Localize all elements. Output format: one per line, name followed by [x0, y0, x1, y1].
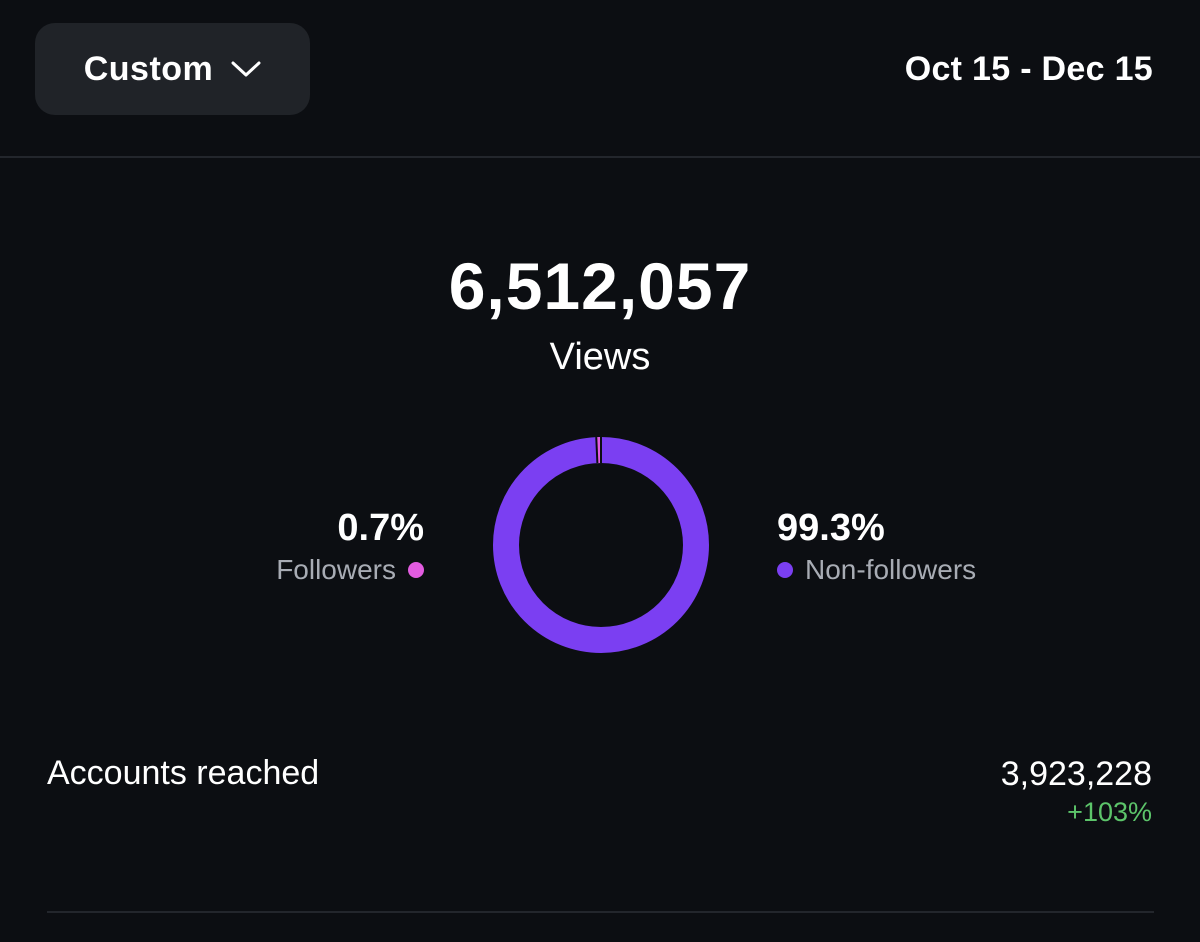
- accounts-reached-value: 3,923,228: [1000, 755, 1152, 793]
- chevron-down-icon: [231, 60, 261, 78]
- segment-separator: [595, 437, 599, 464]
- total-views-value: 6,512,057: [448, 249, 752, 323]
- followers-percent: 0.7%: [337, 507, 424, 549]
- followers-segment-legend: 0.7% Followers: [276, 506, 424, 590]
- range-selector-button[interactable]: Custom: [35, 23, 310, 115]
- range-selector-label: Custom: [83, 49, 214, 88]
- non-followers-color-dot: [777, 562, 793, 578]
- accounts-reached-label: Accounts reached: [47, 754, 320, 792]
- followers-color-dot: [408, 562, 424, 578]
- views-donut-chart: [493, 437, 709, 653]
- non-followers-arc: [493, 437, 709, 653]
- non-followers-percent: 99.3%: [777, 507, 885, 549]
- followers-label: Followers: [276, 554, 396, 585]
- section-divider: [47, 911, 1154, 913]
- total-views-label: Views: [549, 336, 651, 378]
- date-range-text: Oct 15 - Dec 15: [904, 50, 1153, 88]
- non-followers-segment-legend: 99.3% Non-followers: [777, 506, 976, 590]
- accounts-reached-change: +103%: [1067, 797, 1152, 827]
- non-followers-label: Non-followers: [805, 554, 977, 585]
- header-divider: [0, 156, 1200, 158]
